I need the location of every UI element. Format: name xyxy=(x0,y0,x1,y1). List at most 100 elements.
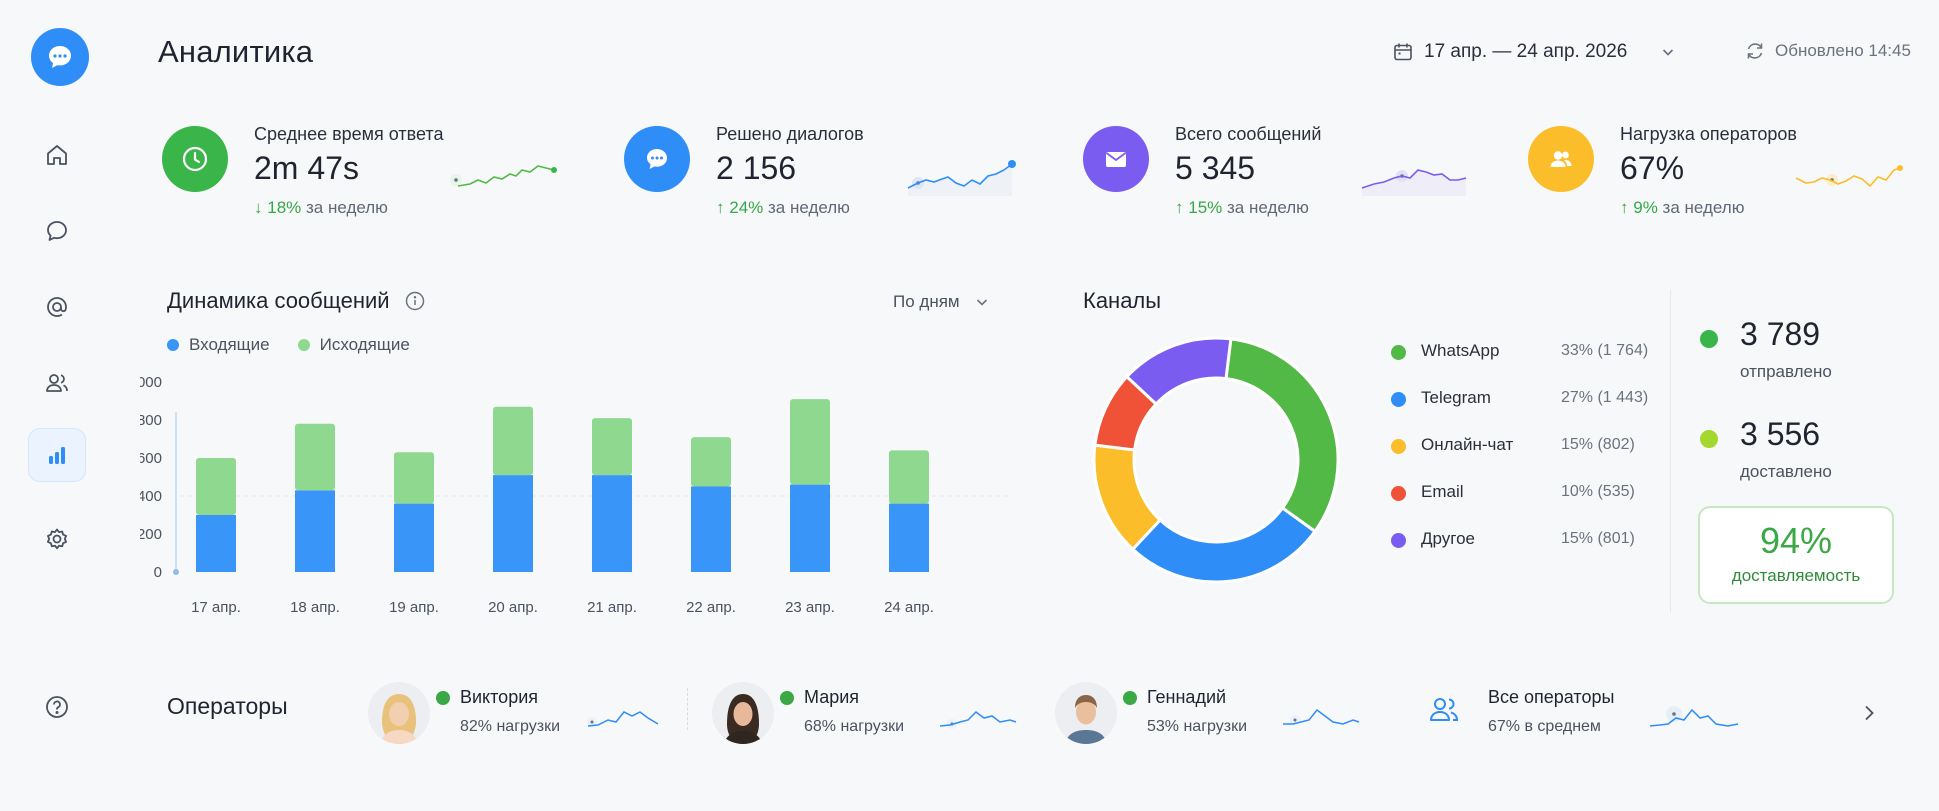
chat-icon[interactable] xyxy=(28,204,86,258)
bar-incoming[interactable] xyxy=(691,486,731,573)
messages-bar-chart: 0 200 400 600 800 1 000 17 апр. 18 апр. 19 апр. 2… xyxy=(140,374,1010,616)
bar-outgoing[interactable] xyxy=(691,437,731,487)
sent-label: отправлено xyxy=(1740,362,1832,381)
x-tick-label: 18 апр. xyxy=(290,599,340,616)
period-select[interactable]: По дням xyxy=(893,292,990,312)
operator-sparkline xyxy=(587,711,659,727)
users-icon[interactable] xyxy=(28,356,86,410)
channels-legend: WhatsApp 33% (1 764) Telegram 27% (1 443) … xyxy=(1391,338,1651,573)
chevron-down-icon xyxy=(976,299,987,306)
arrow-up-icon: ↑ xyxy=(1175,198,1189,217)
channel-row-other[interactable]: Другое 15% (801) xyxy=(1391,526,1651,573)
bar-outgoing[interactable] xyxy=(592,418,632,476)
bar-chart-icon[interactable] xyxy=(28,428,86,482)
slice-whatsapp[interactable] xyxy=(1224,337,1340,534)
kpi-value: 67% xyxy=(1620,150,1685,186)
legend-item-outgoing: Исходящие xyxy=(297,335,410,355)
channels-donut-chart xyxy=(1092,336,1340,584)
chart-legend: Входящие Исходящие xyxy=(167,335,410,355)
kpi-sparkline xyxy=(1361,169,1467,196)
kpi-delta: ↑ 24% за неделю xyxy=(716,198,850,217)
operator-card[interactable]: Мария 68% нагрузки xyxy=(712,682,1017,744)
x-tick-label: 17 апр. xyxy=(191,599,241,616)
bar-incoming[interactable] xyxy=(295,490,335,572)
kpi-label: Среднее время ответа xyxy=(254,124,444,144)
avatar xyxy=(1055,682,1117,744)
x-tick-label: 20 апр. xyxy=(488,599,538,616)
y-tick-label: 0 xyxy=(154,564,162,581)
channel-row-whatsapp[interactable]: WhatsApp 33% (1 764) xyxy=(1391,338,1651,385)
bar-outgoing[interactable] xyxy=(790,399,830,485)
slice-other[interactable] xyxy=(1124,336,1233,407)
bar-incoming[interactable] xyxy=(493,475,533,572)
channels-title: Каналы xyxy=(1083,288,1162,313)
bar-outgoing[interactable] xyxy=(196,458,236,515)
sidebar xyxy=(0,0,118,811)
operator-name: Виктория xyxy=(460,687,539,707)
kpi-delta: ↓ 18% за неделю xyxy=(254,198,388,217)
kpi-card-messages[interactable]: Всего сообщений 5 345 ↑ 15% за неделю xyxy=(1083,124,1503,224)
status-dot xyxy=(1700,430,1718,448)
kpi-delta: ↑ 9% за неделю xyxy=(1620,198,1745,217)
kpi-delta: ↑ 15% за неделю xyxy=(1175,198,1309,217)
y-tick-label: 800 xyxy=(140,412,162,429)
refresh-status[interactable]: Обновлено 14:45 xyxy=(1744,40,1911,62)
bar-incoming[interactable] xyxy=(592,475,632,572)
kpi-sparkline xyxy=(450,165,557,187)
x-tick-label: 22 апр. xyxy=(686,599,736,616)
all-operators-label: Все операторы xyxy=(1488,687,1615,707)
deliverability-badge: 94% доставляемость xyxy=(1698,506,1894,604)
x-tick-label: 21 апр. xyxy=(587,599,637,616)
bar-incoming[interactable] xyxy=(196,515,236,572)
bar-outgoing[interactable] xyxy=(394,452,434,504)
all-operators-average: 67% в среднем xyxy=(1488,718,1601,735)
online-status-dot xyxy=(436,691,450,705)
axis-origin-dot xyxy=(173,569,179,575)
channel-row-email[interactable]: Email 10% (535) xyxy=(1391,479,1651,526)
kpi-card-resolved[interactable]: Решено диалогов 2 156 ↑ 24% за неделю xyxy=(624,124,1044,224)
operator-card[interactable]: Виктория 82% нагрузки xyxy=(368,682,668,744)
gear-icon[interactable] xyxy=(28,512,86,566)
channel-row-online-chat[interactable]: Онлайн-чат 15% (802) xyxy=(1391,432,1651,479)
kpi-label: Нагрузка операторов xyxy=(1620,124,1797,144)
bar-outgoing[interactable] xyxy=(889,450,929,504)
kpi-value: 5 345 xyxy=(1175,150,1256,186)
bar-outgoing[interactable] xyxy=(493,406,533,476)
chevron-right-icon[interactable] xyxy=(1858,702,1880,724)
bar-outgoing[interactable] xyxy=(295,423,335,491)
delivered-label: доставлено xyxy=(1740,462,1832,481)
info-icon[interactable] xyxy=(404,290,426,312)
all-operators-card[interactable]: Все операторы 67% в среднем xyxy=(1426,682,1756,744)
x-tick-label: 23 апр. xyxy=(785,599,835,616)
y-tick-label: 600 xyxy=(140,450,162,467)
operator-card[interactable]: Геннадий 53% нагрузки xyxy=(1055,682,1360,744)
kpi-value: 2m 47s xyxy=(254,150,359,186)
operator-name: Мария xyxy=(804,687,860,707)
operator-name: Геннадий xyxy=(1147,687,1227,707)
clock-icon xyxy=(162,126,228,192)
channel-row-telegram[interactable]: Telegram 27% (1 443) xyxy=(1391,385,1651,432)
help-icon[interactable] xyxy=(28,680,86,734)
date-range-picker[interactable]: 17 апр. — 24 апр. 2026 xyxy=(1392,38,1677,66)
avatar xyxy=(368,682,430,744)
calendar-icon xyxy=(1394,43,1412,61)
kpi-value: 2 156 xyxy=(716,150,797,186)
arrow-up-icon: ↑ xyxy=(716,198,730,217)
kpi-label: Решено диалогов xyxy=(716,124,864,144)
operator-sparkline xyxy=(1649,706,1739,727)
at-sign-icon[interactable] xyxy=(28,280,86,334)
chat-logo-icon[interactable] xyxy=(31,28,89,86)
kpi-sparkline xyxy=(907,160,1016,196)
kpi-card-operator-load[interactable]: Нагрузка операторов 67% ↑ 9% за неделю xyxy=(1528,124,1939,224)
y-tick-label: 200 xyxy=(140,526,162,543)
bar-incoming[interactable] xyxy=(394,503,434,572)
bar-incoming[interactable] xyxy=(790,484,830,572)
bar-incoming[interactable] xyxy=(889,503,929,572)
delivered-value: 3 556 xyxy=(1740,416,1821,452)
kpi-card-response-time[interactable]: Среднее время ответа 2m 47s ↓ 18% за нед… xyxy=(162,124,582,224)
operator-load: 82% нагрузки xyxy=(460,718,561,735)
page-title: Аналитика xyxy=(158,34,314,69)
arrow-up-icon: ↑ xyxy=(1620,198,1634,217)
operators-title: Операторы xyxy=(167,693,288,719)
home-icon[interactable] xyxy=(28,128,86,182)
